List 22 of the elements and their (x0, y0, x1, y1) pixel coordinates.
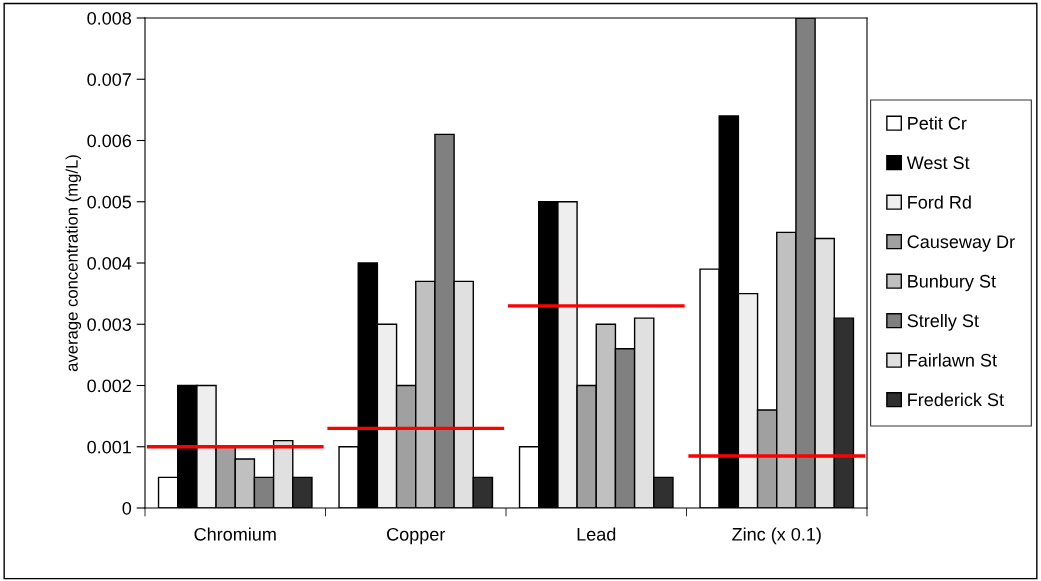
legend-label: Petit Cr (908, 116, 967, 130)
y-tick-label: 0.001 (87, 440, 131, 454)
legend-label: Ford Rd (908, 195, 971, 209)
legend-label: Frederick St (908, 392, 1004, 407)
legend-label: Fairlawn St (908, 353, 997, 367)
legend-label: Bunbury St (908, 274, 996, 292)
y-tick-label: 0.005 (87, 195, 132, 209)
y-axis-title: average concentration (mg/L) (65, 155, 82, 372)
legend-label: West St (906, 156, 970, 170)
legend-label: Strelly St (907, 313, 979, 331)
x-tick-label: Lead (577, 527, 616, 541)
y-tick-label: 0.006 (87, 134, 132, 148)
x-tick-label: Copper (387, 527, 446, 545)
y-tick-label: 0.004 (87, 256, 132, 270)
y-tick-label: 0.008 (87, 11, 132, 25)
y-tick-label: 0.002 (87, 379, 131, 393)
x-tick-label: Chromium (194, 527, 276, 541)
y-tick-label: 0.007 (87, 73, 131, 86)
y-tick-label: 0 (122, 501, 132, 515)
legend-label: Causeway Dr (907, 235, 1015, 252)
y-tick-label: 0.003 (87, 318, 132, 331)
x-tick-label: Zinc (x 0.1) (732, 527, 821, 545)
